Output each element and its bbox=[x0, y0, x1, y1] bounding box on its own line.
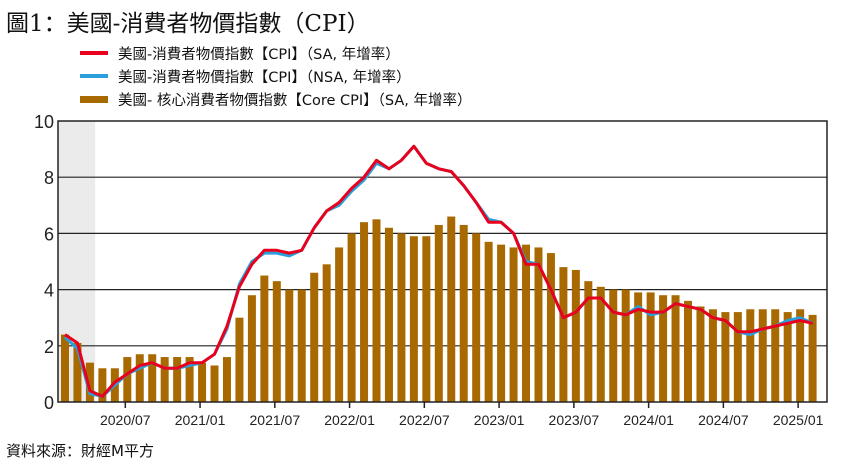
x-tick-label: 2025/01 bbox=[773, 412, 824, 428]
core-cpi-bar bbox=[571, 269, 580, 402]
core-cpi-bar bbox=[73, 342, 82, 402]
core-cpi-bar bbox=[522, 244, 531, 402]
y-tick-label: 4 bbox=[44, 281, 54, 301]
plot-frame bbox=[57, 120, 828, 403]
core-cpi-bar bbox=[160, 357, 169, 402]
core-cpi-bar bbox=[173, 357, 182, 402]
core-cpi-bar bbox=[384, 227, 393, 402]
core-cpi-bar bbox=[559, 267, 568, 402]
core-cpi-bar bbox=[509, 247, 518, 402]
core-cpi-bar bbox=[609, 289, 618, 402]
core-cpi-bar bbox=[472, 233, 481, 402]
cpi-sa-line bbox=[64, 144, 813, 398]
x-tick-label: 2021/01 bbox=[175, 412, 226, 428]
core-cpi-bar bbox=[285, 289, 294, 402]
core-cpi-bar bbox=[497, 244, 506, 402]
legend-swatch-blue bbox=[80, 74, 108, 78]
core-cpi-bar bbox=[783, 312, 792, 402]
core-cpi-bar bbox=[347, 233, 356, 402]
core-cpi-bar bbox=[484, 241, 493, 402]
core-cpi-bar bbox=[123, 357, 132, 402]
core-cpi-bar bbox=[447, 216, 456, 402]
core-cpi-bar bbox=[708, 309, 717, 402]
core-cpi-bar bbox=[584, 281, 593, 402]
core-cpi-bar bbox=[596, 286, 605, 402]
y-tick-label: 6 bbox=[44, 224, 54, 244]
core-cpi-bar bbox=[534, 247, 543, 402]
source-note: 資料來源：財經M平方 bbox=[6, 442, 154, 460]
x-tick-label: 2021/07 bbox=[250, 412, 301, 428]
core-cpi-bar bbox=[148, 354, 157, 402]
core-cpi-bar bbox=[222, 357, 231, 402]
core-cpi-bar bbox=[310, 272, 319, 402]
x-tick-label: 2023/01 bbox=[474, 412, 525, 428]
core-cpi-bar bbox=[260, 275, 269, 402]
core-cpi-bar bbox=[422, 236, 431, 402]
chart-title: 圖1：美國-消費者物價指數（CPI） bbox=[6, 11, 370, 37]
x-tick-label: 2024/07 bbox=[698, 412, 749, 428]
core-cpi-bar bbox=[808, 314, 817, 402]
core-cpi-bar bbox=[85, 362, 94, 402]
y-tick-label: 8 bbox=[44, 168, 54, 188]
core-cpi-bar bbox=[198, 362, 207, 402]
core-cpi-bar bbox=[322, 264, 331, 402]
core-cpi-bar bbox=[98, 368, 107, 402]
legend-label: 美國- 核心消費者物價指數【Core CPI】（SA, 年增率） bbox=[118, 92, 472, 109]
core-cpi-bar bbox=[335, 247, 344, 402]
legend-label: 美國-消費者物價指數【CPI】（SA, 年增率） bbox=[118, 46, 400, 63]
y-tick-label: 2 bbox=[44, 337, 54, 357]
legend-swatch-brown bbox=[80, 95, 108, 103]
core-cpi-bar bbox=[684, 300, 692, 402]
legend-item-core-cpi: 美國- 核心消費者物價指數【Core CPI】（SA, 年增率） bbox=[80, 89, 472, 109]
core-cpi-bar bbox=[135, 354, 144, 402]
core-cpi-bar bbox=[621, 289, 630, 402]
x-tick-label: 2022/07 bbox=[399, 412, 450, 428]
core-cpi-bar bbox=[671, 295, 680, 402]
core-cpi-bar bbox=[409, 236, 418, 402]
core-cpi-bar bbox=[360, 222, 369, 402]
core-cpi-bar bbox=[459, 224, 468, 402]
legend-swatch-red bbox=[80, 51, 108, 55]
core-cpi-bar bbox=[235, 317, 244, 402]
x-tick-label: 2023/07 bbox=[549, 412, 600, 428]
core-cpi-bar bbox=[646, 292, 655, 402]
x-tick-label: 2020/07 bbox=[100, 412, 151, 428]
core-cpi-bar bbox=[659, 295, 668, 402]
core-cpi-bar bbox=[746, 309, 755, 402]
legend-item-cpi-nsa: 美國-消費者物價指數【CPI】（NSA, 年增率） bbox=[80, 66, 411, 86]
core-cpi-bar bbox=[247, 295, 256, 402]
core-cpi-bar bbox=[272, 281, 281, 402]
core-cpi-bar bbox=[185, 357, 194, 402]
core-cpi-bar bbox=[796, 309, 805, 402]
core-cpi-bar bbox=[771, 309, 780, 402]
core-cpi-bar bbox=[546, 253, 555, 402]
core-cpi-bar bbox=[758, 309, 767, 402]
y-tick-label: 0 bbox=[44, 393, 54, 413]
core-cpi-bar bbox=[721, 312, 730, 402]
core-cpi-bar bbox=[434, 224, 443, 402]
legend-label: 美國-消費者物價指數【CPI】（NSA, 年增率） bbox=[118, 69, 411, 86]
core-cpi-bar bbox=[696, 306, 705, 402]
y-tick-label: 10 bbox=[34, 112, 54, 132]
core-cpi-bar bbox=[372, 219, 381, 402]
core-cpi-bar bbox=[297, 289, 306, 402]
core-cpi-bar bbox=[210, 365, 219, 402]
x-tick-label: 2024/01 bbox=[623, 412, 674, 428]
core-cpi-bar bbox=[634, 292, 643, 402]
core-cpi-bar bbox=[397, 233, 406, 402]
legend-item-cpi-sa: 美國-消費者物價指數【CPI】（SA, 年增率） bbox=[80, 43, 400, 63]
x-tick-label: 2022/01 bbox=[324, 412, 375, 428]
core-cpi-bar bbox=[61, 334, 69, 402]
core-cpi-bar bbox=[733, 312, 742, 402]
